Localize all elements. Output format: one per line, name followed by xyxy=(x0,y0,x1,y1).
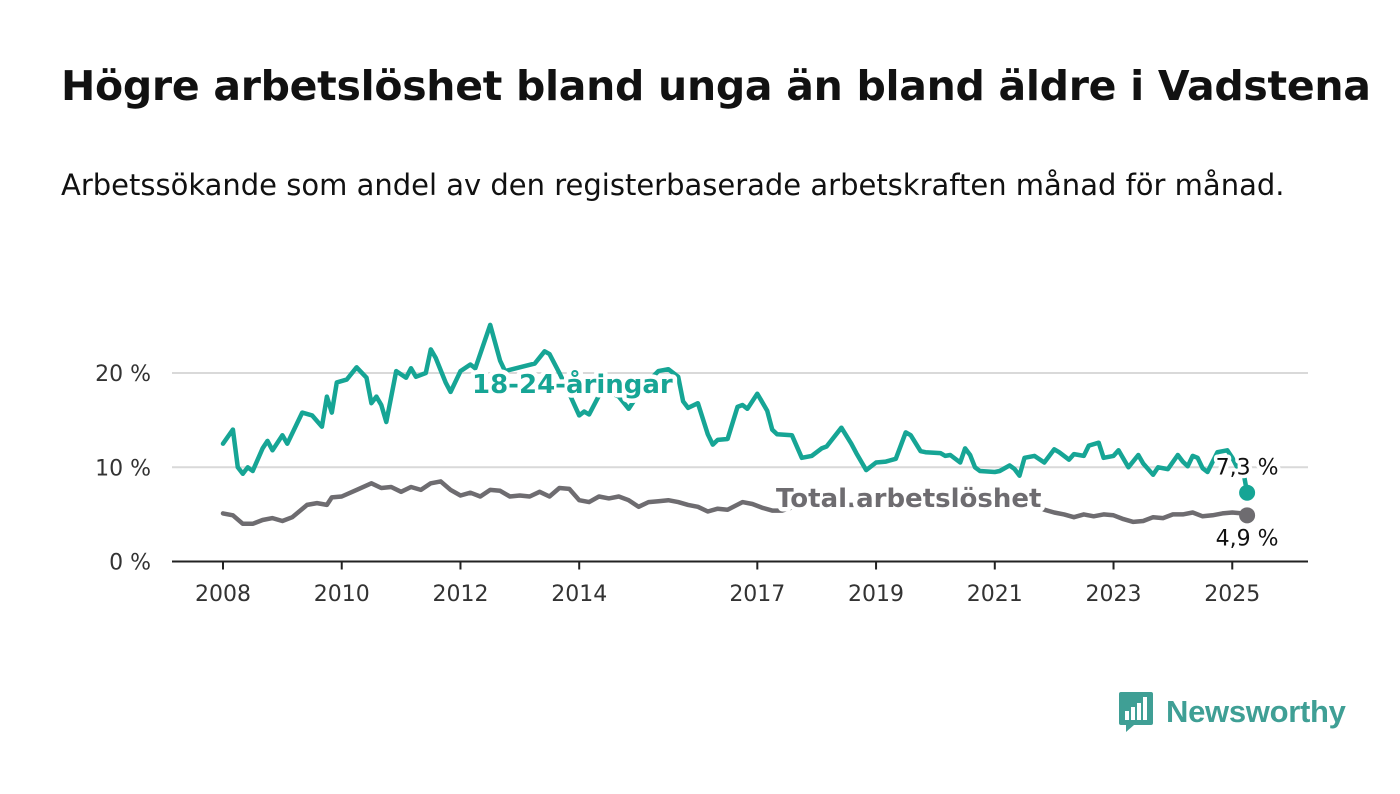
series-line xyxy=(220,479,1250,527)
series-end-label: 4,9 % xyxy=(1216,526,1279,551)
x-tick-label: 2010 xyxy=(314,582,370,607)
series-lines xyxy=(220,322,1256,527)
chart-title: Högre arbetslöshet bland unga än bland ä… xyxy=(61,62,1371,110)
bar-chart-speech-bubble-icon xyxy=(1119,692,1153,732)
y-tick-label: 20 % xyxy=(95,362,151,387)
x-tick-label: 2023 xyxy=(1086,582,1142,607)
series-labels: 18-24-åringar 7,3 % Total arbetslöshet 4,9 … xyxy=(468,364,1283,555)
x-tick-label: 2014 xyxy=(551,582,607,607)
series-line xyxy=(220,322,1250,495)
x-tick-label: 2025 xyxy=(1204,582,1260,607)
y-tick-label: 0 % xyxy=(109,551,151,576)
y-axis-ticks: 0 % 10 % 20 % xyxy=(95,362,151,576)
x-tick-label: 2008 xyxy=(195,582,251,607)
x-tick-label: 2017 xyxy=(729,582,785,607)
x-tick-label: 2021 xyxy=(967,582,1023,607)
series-end-point xyxy=(1239,484,1256,501)
x-tick-label: 2012 xyxy=(432,582,488,607)
series-end-label: 7,3 % xyxy=(1216,456,1279,481)
series-name-label: Total arbetslöshet xyxy=(776,484,1041,514)
newsworthy-logo: Newsworthy xyxy=(1118,690,1346,734)
x-tick-label: 2019 xyxy=(848,582,904,607)
series-end-point xyxy=(1239,507,1256,524)
y-tick-label: 10 % xyxy=(95,456,151,481)
brand-name: Newsworthy xyxy=(1166,694,1346,729)
series-name-label: 18-24-åringar xyxy=(472,368,673,400)
chart-subtitle: Arbetssökande som andel av den registerb… xyxy=(61,168,1285,202)
x-axis-ticks: 2008 2010 2012 2014 2017 2019 2021 2023 2025 xyxy=(195,561,1260,607)
